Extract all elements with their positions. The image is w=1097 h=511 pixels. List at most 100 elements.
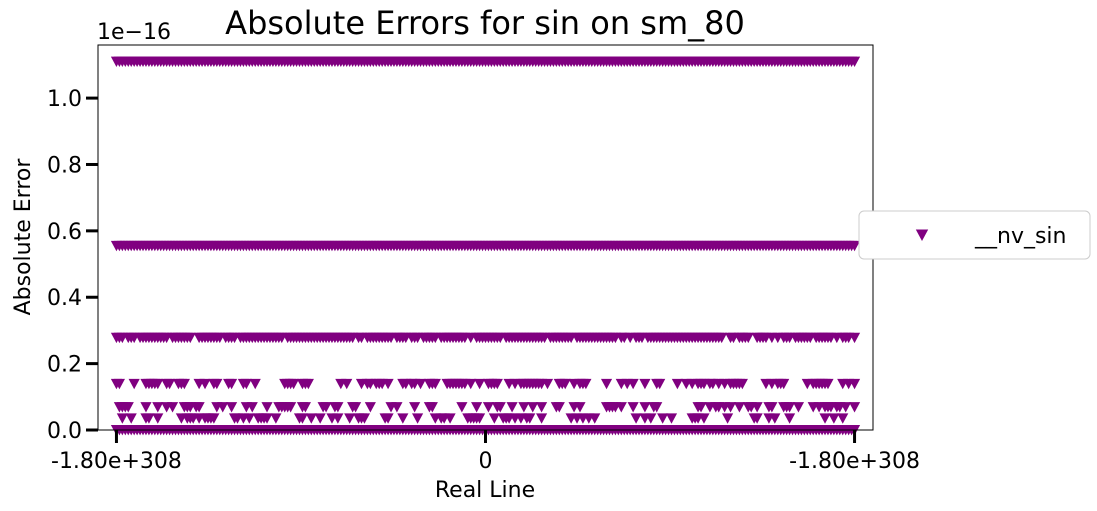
data-point (724, 402, 737, 413)
data-point (651, 402, 663, 413)
data-point (193, 402, 205, 413)
data-point (344, 413, 356, 424)
data-point (733, 402, 745, 413)
data-point (211, 378, 223, 390)
data-point (364, 402, 376, 413)
data-point (524, 413, 536, 424)
data-point (769, 413, 781, 424)
data-point (350, 402, 362, 413)
data-point (474, 413, 486, 424)
data-point (261, 413, 273, 424)
y-tick-label: 0.8 (47, 153, 82, 178)
data-point (302, 378, 314, 390)
y-offset-text: 1e−16 (97, 20, 171, 45)
data-point (580, 378, 592, 390)
data-point (391, 402, 403, 413)
data-point (766, 402, 778, 413)
data-point (792, 402, 805, 413)
data-point (645, 413, 657, 424)
data-point (285, 402, 297, 413)
data-point (412, 413, 424, 424)
data-point (341, 378, 353, 390)
data-point (665, 413, 678, 424)
data-point (140, 402, 152, 413)
data-point (143, 413, 155, 424)
data-point (600, 378, 613, 390)
x-tick-label: 0 (479, 449, 493, 474)
data-point (751, 402, 763, 413)
data-point (630, 413, 642, 424)
data-point (217, 402, 229, 413)
data-point (627, 402, 639, 413)
legend-frame (858, 210, 1091, 260)
data-point (657, 413, 669, 424)
x-axis-label: Real Line (435, 478, 535, 503)
data-point (671, 378, 683, 390)
data-point (358, 413, 371, 424)
data-point (837, 413, 849, 424)
data-point (589, 413, 601, 424)
data-point (559, 378, 571, 390)
x-tick-label: -1.80e+308 (51, 449, 182, 474)
chart-title: Absolute Errors for sin on sm_80 (225, 4, 745, 42)
data-point (778, 378, 790, 390)
data-point (122, 402, 134, 413)
data-point (125, 413, 137, 424)
data-point (482, 402, 495, 413)
data-point (320, 402, 332, 413)
data-point (382, 378, 394, 390)
data-point (429, 378, 441, 390)
data-point (848, 240, 861, 252)
data-point (654, 378, 666, 390)
y-tick-label: 0.6 (47, 220, 82, 245)
data-point (541, 378, 554, 390)
data-point (382, 413, 394, 424)
data-point (639, 378, 651, 390)
data-point (152, 413, 164, 424)
data-point (784, 413, 796, 424)
scatter-points (110, 56, 861, 436)
data-point (471, 402, 483, 413)
data-point (456, 402, 468, 413)
data-point (208, 413, 220, 424)
data-point (848, 378, 861, 390)
data-point (226, 378, 238, 390)
data-point (128, 378, 140, 390)
legend-label: __nv_sin (974, 224, 1066, 249)
data-point (751, 413, 763, 424)
data-point (299, 402, 311, 413)
data-point (166, 402, 179, 413)
data-point (296, 413, 309, 424)
data-point (722, 413, 734, 424)
data-point (536, 413, 548, 424)
y-axis-label: Absolute Error (11, 158, 36, 316)
data-point (444, 413, 456, 424)
data-point (536, 402, 548, 413)
data-point (695, 402, 707, 413)
y-tick-label: 0.2 (47, 353, 82, 378)
data-point (784, 402, 796, 413)
data-point (246, 402, 258, 413)
data-point (226, 402, 238, 413)
data-point (494, 402, 506, 413)
y-tick-label: 0.0 (47, 419, 82, 444)
data-point (627, 378, 639, 390)
data-point (491, 378, 503, 390)
data-point (828, 413, 840, 424)
data-point (848, 332, 861, 344)
data-point (409, 402, 421, 413)
data-point (615, 402, 627, 413)
data-point (152, 378, 164, 390)
data-point (178, 378, 190, 390)
data-point (184, 332, 196, 344)
data-point (698, 413, 710, 424)
data-point (465, 378, 477, 390)
y-tick-label: 0.4 (47, 286, 82, 311)
data-point (261, 402, 273, 413)
x-tick-label: -1.80e+308 (789, 449, 920, 474)
data-point (506, 402, 518, 413)
data-point (243, 413, 255, 424)
data-point (488, 413, 500, 424)
data-point (305, 413, 317, 424)
data-point (314, 413, 326, 424)
